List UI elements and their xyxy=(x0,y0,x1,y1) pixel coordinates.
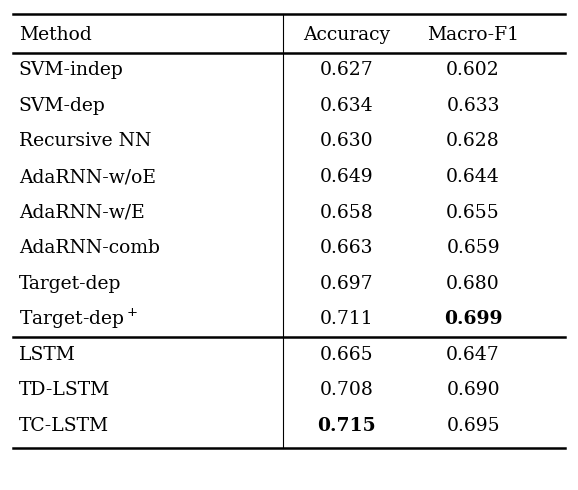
Text: 0.655: 0.655 xyxy=(446,204,500,221)
Text: Accuracy: Accuracy xyxy=(303,26,390,45)
Text: 0.695: 0.695 xyxy=(446,417,500,435)
Text: 0.680: 0.680 xyxy=(446,275,500,293)
Text: SVM-dep: SVM-dep xyxy=(18,97,106,115)
Text: 0.602: 0.602 xyxy=(446,61,500,79)
Text: 0.663: 0.663 xyxy=(320,239,373,257)
Text: 0.697: 0.697 xyxy=(320,275,373,293)
Text: 0.708: 0.708 xyxy=(320,381,373,399)
Text: 0.627: 0.627 xyxy=(320,61,373,79)
Text: TC-LSTM: TC-LSTM xyxy=(18,417,109,435)
Text: 0.690: 0.690 xyxy=(446,381,500,399)
Text: 0.711: 0.711 xyxy=(320,310,373,328)
Text: 0.633: 0.633 xyxy=(446,97,500,115)
Text: Target-dep: Target-dep xyxy=(18,275,121,293)
Text: SVM-indep: SVM-indep xyxy=(18,61,124,79)
Text: 0.699: 0.699 xyxy=(444,310,502,328)
Text: 0.644: 0.644 xyxy=(446,168,500,186)
Text: Recursive NN: Recursive NN xyxy=(18,132,151,150)
Text: 0.659: 0.659 xyxy=(446,239,500,257)
Text: 0.634: 0.634 xyxy=(320,97,373,115)
Text: AdaRNN-w/oE: AdaRNN-w/oE xyxy=(18,168,155,186)
Text: 0.630: 0.630 xyxy=(320,132,373,150)
Text: TD-LSTM: TD-LSTM xyxy=(18,381,110,399)
Text: Target-dep$^+$: Target-dep$^+$ xyxy=(18,307,138,331)
Text: Macro-F1: Macro-F1 xyxy=(427,26,519,45)
Text: 0.715: 0.715 xyxy=(317,417,376,435)
Text: 0.628: 0.628 xyxy=(446,132,500,150)
Text: 0.649: 0.649 xyxy=(320,168,373,186)
Text: 0.665: 0.665 xyxy=(320,346,373,364)
Text: Method: Method xyxy=(18,26,91,45)
Text: 0.647: 0.647 xyxy=(446,346,500,364)
Text: AdaRNN-comb: AdaRNN-comb xyxy=(18,239,160,257)
Text: 0.658: 0.658 xyxy=(320,204,373,221)
Text: LSTM: LSTM xyxy=(18,346,76,364)
Text: AdaRNN-w/E: AdaRNN-w/E xyxy=(18,204,144,221)
